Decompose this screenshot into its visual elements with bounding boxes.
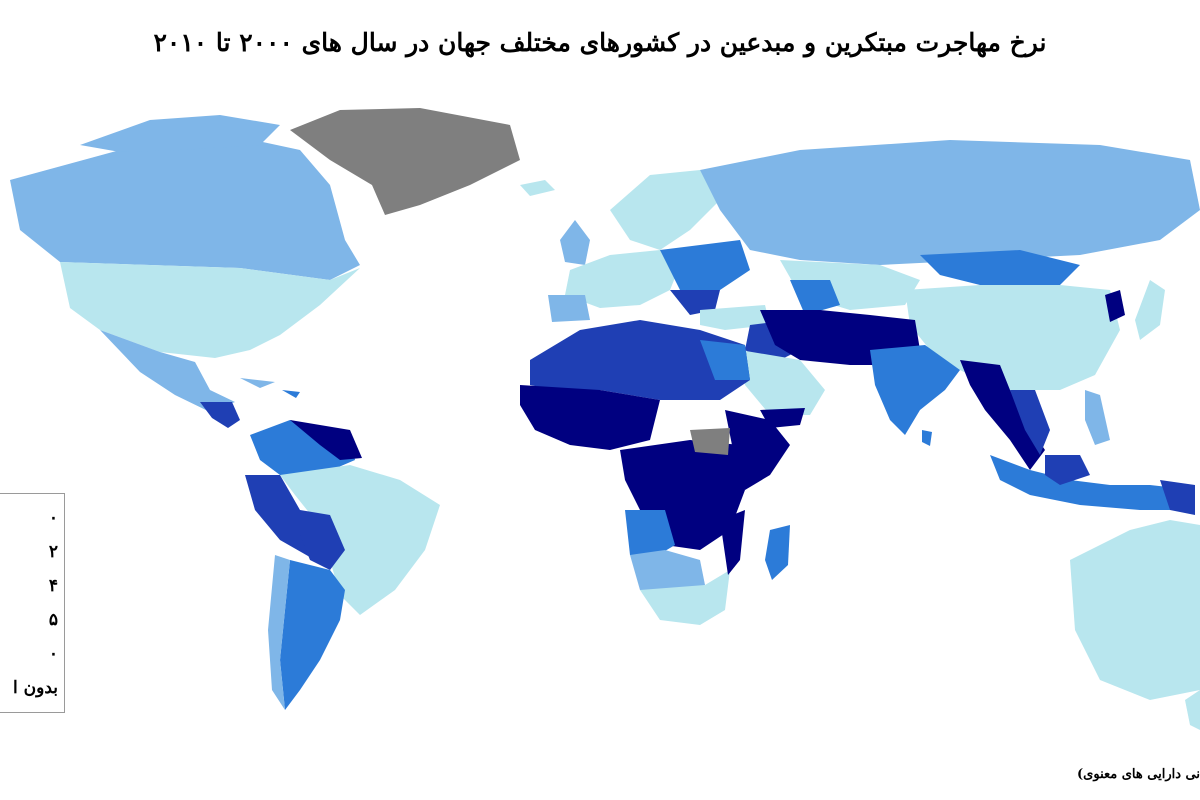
vietnam [1010,390,1050,455]
angola-region [625,510,675,560]
caucasus-region [790,280,840,315]
namibia-botswana [630,550,705,595]
source-note: جهانی دارایی های معنوی) [1077,767,1200,782]
hispaniola [282,390,300,398]
chile [268,555,290,710]
saudi-arabia [740,350,825,415]
brazil [280,465,440,615]
india [870,345,960,435]
egypt [700,340,750,380]
map-title: نرخ مهاجرت مبتکرین و مبدعین در کشورهای م… [153,28,1047,57]
legend-label-1: ۰ [48,508,58,528]
argentina [280,560,345,710]
papua [1160,480,1195,515]
legend-label-nodata: بدون ا [13,678,58,698]
sri-lanka [922,430,932,446]
legend-label-5: ۰ [48,644,58,664]
north-africa [530,320,750,400]
mozambique [720,510,745,575]
balkans [670,290,720,315]
uk [560,220,590,265]
iceland [520,180,555,196]
arctic-islands [80,115,280,152]
new-zealand [1185,690,1200,730]
mongolia [920,250,1080,285]
usa [60,262,360,358]
map-legend: ۰ ۲ ۴ ۵ ۰ بدون ا [0,493,65,713]
mexico [100,330,235,412]
west-africa [520,385,660,450]
legend-label-2: ۲ [48,542,58,562]
canada [10,135,360,280]
southeast-asia [960,360,1045,470]
turkey [700,305,770,330]
philippines [1085,390,1110,445]
central-america [200,402,240,428]
indonesia [990,455,1195,510]
korea-region [1105,290,1125,322]
madagascar [765,525,790,580]
legend-label-3: ۴ [48,576,58,596]
western-europe [565,250,680,308]
bolivia-paraguay [300,510,345,570]
eastern-europe [660,240,750,290]
australia [1070,520,1200,700]
south-africa [640,570,730,625]
sudan-region [690,428,730,455]
legend-label-4: ۵ [48,610,58,630]
scandinavia [610,170,720,250]
cuba [240,378,275,388]
china [905,285,1120,390]
japan [1135,280,1165,340]
east-africa [725,410,790,490]
world-map [0,90,1200,780]
russia [700,140,1200,265]
greenland [290,108,520,215]
venezuela [290,420,362,460]
borneo [1045,455,1090,485]
iberia [548,295,590,322]
